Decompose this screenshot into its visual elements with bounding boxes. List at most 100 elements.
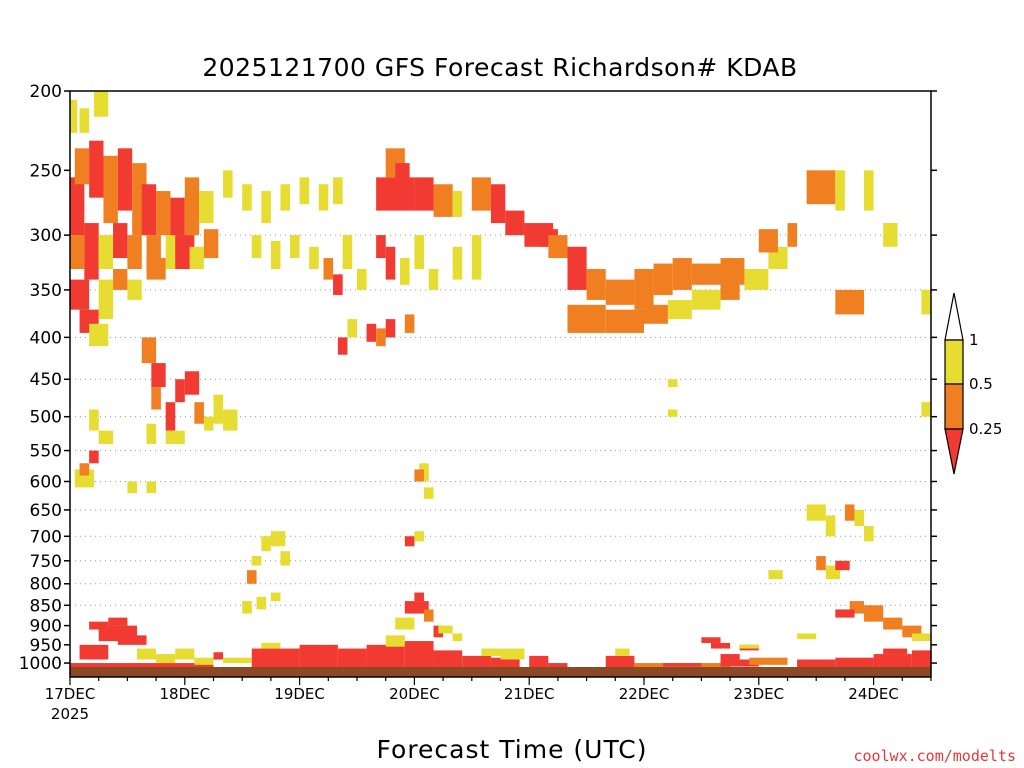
heatmap-cell xyxy=(873,654,912,669)
heatmap-cell xyxy=(414,592,424,602)
heatmap-cell xyxy=(251,648,300,669)
heatmap-cell xyxy=(165,430,185,445)
heatmap-cell xyxy=(74,148,90,185)
y-tick-label: 900 xyxy=(30,617,62,637)
heatmap-cell xyxy=(366,323,377,342)
heatmap-cell xyxy=(414,531,424,542)
heatmap-cell xyxy=(720,258,745,285)
heatmap-cell xyxy=(261,536,271,552)
heatmap-cell xyxy=(299,644,338,669)
y-tick-label: 450 xyxy=(30,370,62,390)
heatmap-cell xyxy=(404,314,415,333)
heatmap-cell xyxy=(438,625,453,634)
credit-text: coolwx.com/modelts xyxy=(853,747,1016,765)
heatmap-cell xyxy=(203,416,214,431)
heatmap-cell xyxy=(89,323,109,347)
heatmap-cell xyxy=(605,279,635,305)
heatmap-cell xyxy=(151,387,161,410)
legend-colorbar: 1 0.5 0.25 xyxy=(944,292,1002,475)
heatmap-cell xyxy=(825,515,836,537)
heatmap-cell xyxy=(864,605,884,622)
heatmap-cell xyxy=(739,644,759,649)
heatmap-cell xyxy=(414,177,434,211)
heatmap-cell xyxy=(156,654,176,664)
heatmap-cell xyxy=(720,279,740,300)
heatmap-cell xyxy=(323,258,334,280)
heatmap-cell xyxy=(337,337,348,355)
heatmap-cell xyxy=(634,268,654,310)
heatmap-cell xyxy=(902,625,922,638)
y-tick-label: 550 xyxy=(30,442,62,462)
heatmap-cell xyxy=(433,625,444,638)
heatmap-cell xyxy=(156,191,171,236)
x-tick-label: 22DEC xyxy=(619,685,670,703)
heatmap-cell xyxy=(605,309,644,333)
heatmap-cell xyxy=(385,246,396,280)
heatmap-cell xyxy=(223,409,238,431)
heatmap-cell xyxy=(548,235,568,259)
heatmap-cell xyxy=(414,469,424,482)
heatmap-cell xyxy=(70,279,90,310)
heatmap-cell xyxy=(146,423,157,445)
heatmap-cell xyxy=(184,177,200,236)
heatmap-cell xyxy=(835,657,874,669)
heatmap-cell xyxy=(141,337,157,364)
heatmap-cell xyxy=(270,240,281,269)
heatmap-cell xyxy=(500,648,525,660)
heatmap-cell xyxy=(864,525,874,542)
heatmap-cell xyxy=(376,235,386,259)
heatmap-cell xyxy=(806,170,836,205)
heatmap-cell xyxy=(644,304,668,324)
heatmap-cell xyxy=(452,246,463,280)
heatmap-cell xyxy=(567,246,587,290)
heatmap-cell xyxy=(615,648,630,656)
heatmap-cell xyxy=(423,487,434,499)
heatmap-cell xyxy=(835,170,845,211)
y-tick-label: 750 xyxy=(30,552,62,572)
heatmap-cell xyxy=(720,659,759,667)
heatmap-cell xyxy=(93,91,109,117)
heatmap-cell xyxy=(223,657,252,664)
heatmap-cell xyxy=(452,191,463,217)
heatmap-cell xyxy=(127,279,142,300)
heatmap-cell xyxy=(146,481,157,494)
heatmap-cell xyxy=(395,163,410,185)
heatmap-cell xyxy=(471,177,491,211)
heatmap-cell xyxy=(471,235,482,280)
heatmap-cell xyxy=(290,235,300,259)
y-tick-label: 800 xyxy=(30,575,62,595)
heatmap-cell xyxy=(911,633,931,642)
heatmap-cell xyxy=(404,601,429,614)
y-tick-label: 850 xyxy=(30,596,62,616)
heatmap-cell xyxy=(548,663,568,670)
heatmap-cell xyxy=(256,596,267,610)
heatmap-cell xyxy=(79,644,109,660)
heatmap-cell xyxy=(395,617,415,630)
heatmap-cell xyxy=(184,371,200,395)
heatmap-cell xyxy=(462,655,491,669)
legend-triangle-bottom xyxy=(944,428,964,475)
heatmap-cell xyxy=(672,258,692,290)
heatmap-cell xyxy=(357,268,367,290)
heatmap-cell xyxy=(404,641,434,669)
heatmap-cell xyxy=(84,223,99,280)
x-tick-label: 18DEC xyxy=(160,685,211,703)
heatmap-cell xyxy=(98,279,114,320)
heatmap-cell xyxy=(113,268,128,290)
legend-label-1: 1 xyxy=(969,331,979,349)
x-tick-sublabel: 2025 xyxy=(51,705,89,723)
heatmap-cell xyxy=(835,289,865,315)
heatmap-cell xyxy=(89,621,109,630)
heatmap-cell xyxy=(194,402,204,424)
heatmap-cell xyxy=(89,450,99,464)
heatmap-cell xyxy=(710,642,731,649)
heatmap-cell xyxy=(270,531,286,547)
heatmap-cell xyxy=(189,246,204,269)
heatmap-cell xyxy=(797,659,836,669)
heatmap-cell xyxy=(385,319,396,338)
y-tick-label: 650 xyxy=(30,501,62,521)
heatmap-cell xyxy=(505,210,525,236)
heatmap-cell xyxy=(423,609,434,622)
heatmap-cell xyxy=(758,229,778,253)
